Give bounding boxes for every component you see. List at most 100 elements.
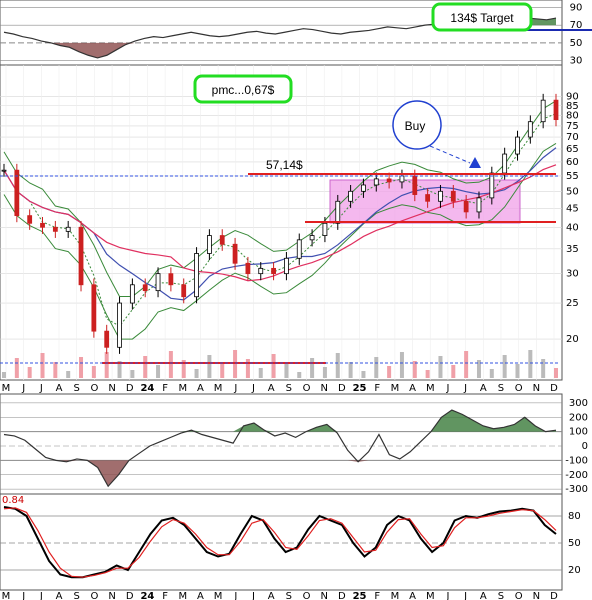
middle-oscillator-y-axis: 300 200 100 0 -100 -200 -300	[565, 398, 588, 495]
middle-oscillator-panel	[0, 393, 563, 495]
stochastic-x-tick: A	[480, 591, 487, 600]
price-x-tick: M	[391, 383, 400, 394]
middle-y-tick: 100	[569, 427, 588, 438]
buy-label: Buy	[405, 119, 426, 133]
volume-bar	[284, 363, 289, 378]
stochastic-x-tick: D	[126, 591, 134, 600]
price-y-tick: 45	[566, 203, 579, 214]
volume-bar	[387, 366, 392, 378]
price-y-tick: 70	[566, 132, 579, 143]
price-y-tick: 75	[566, 121, 579, 132]
volume-bar	[489, 369, 494, 378]
price-y-tick: 90	[566, 92, 579, 103]
price-candle	[181, 284, 187, 298]
volume-bar	[104, 352, 109, 378]
stochastic-series-1	[3, 506, 557, 579]
stochastic-y-tick: 80	[568, 511, 581, 522]
volume-bar	[91, 366, 96, 378]
price-y-tick: 85	[566, 101, 579, 112]
volume-bar	[14, 358, 19, 378]
price-x-tick: J	[21, 383, 25, 394]
price-candle	[386, 178, 392, 183]
stochastic-y-tick: 50	[568, 538, 581, 549]
stochastic-x-tick: M	[2, 591, 11, 600]
top-oscillator-y-axis: 90 70 50 30	[570, 2, 583, 66]
stochastic-series-2	[3, 507, 557, 578]
stochastic-x-tick: J	[233, 591, 237, 600]
stochastic-x-tick: N	[533, 591, 540, 600]
volume-bar	[258, 368, 263, 378]
stochastic-x-tick: S	[286, 591, 292, 600]
price-candle	[438, 190, 443, 202]
stochastic-x-axis: M J J A S O N D 24 F M A M J J A S O N D 25 F M A M J J A S O N D	[2, 591, 558, 600]
price-x-tick: J	[251, 383, 255, 394]
volume-bar	[515, 364, 520, 378]
volume-bar	[66, 371, 71, 378]
price-x-tick: N	[108, 383, 115, 394]
upper-band	[3, 100, 557, 297]
volume-bar	[168, 351, 173, 378]
stochastic-x-tick: J	[39, 591, 43, 600]
volume-bar	[348, 362, 353, 378]
stochastic-x-tick: N	[320, 591, 327, 600]
stochastic-x-tick: A	[56, 591, 63, 600]
volume-bar	[156, 365, 161, 378]
volume-bar	[438, 356, 443, 378]
price-candle	[14, 169, 20, 217]
price-candle	[450, 190, 456, 202]
price-x-tick: A	[197, 383, 204, 394]
price-candle	[540, 99, 546, 123]
price-candle	[412, 175, 418, 195]
volume-bar	[194, 369, 199, 378]
volume-bar	[374, 357, 379, 378]
price-candle	[502, 153, 508, 174]
stochastic-y-axis: 80 50 20	[568, 511, 581, 576]
price-candle	[245, 262, 251, 275]
price-candle	[65, 226, 71, 232]
target-label: 134$ Target	[450, 11, 514, 25]
volume-bar	[541, 359, 546, 378]
volume-bar	[220, 364, 225, 378]
price-y-tick: 50	[566, 186, 579, 197]
stochastic-x-tick: 24	[140, 591, 154, 600]
middle-y-tick: 300	[569, 398, 588, 409]
price-candle	[476, 197, 482, 213]
price-x-tick: A	[409, 383, 416, 394]
volume-bar	[451, 365, 456, 378]
price-x-tick: O	[515, 383, 523, 394]
price-x-tick: F	[162, 383, 168, 394]
price-candle	[322, 222, 328, 236]
volume-bar	[245, 359, 250, 378]
price-x-tick: S	[498, 383, 504, 394]
price-x-tick: D	[338, 383, 346, 394]
volume-bar	[335, 353, 340, 378]
volume-bar	[310, 358, 315, 378]
price-candle	[463, 200, 469, 213]
price-y-tick: 80	[566, 111, 579, 122]
price-x-tick: J	[445, 383, 449, 394]
price-x-tick: M	[214, 383, 223, 394]
price-y-tick: 30	[566, 269, 579, 280]
stochastic-x-tick: F	[374, 591, 380, 600]
price-candle	[399, 175, 405, 183]
price-candle	[258, 267, 264, 275]
middle-y-tick: -100	[565, 455, 588, 466]
volume-bar	[464, 351, 469, 378]
middle-y-tick: 200	[569, 412, 588, 423]
price-x-tick: J	[233, 383, 237, 394]
price-candle	[117, 302, 122, 348]
stochastic-x-tick: A	[197, 591, 204, 600]
price-x-tick: D	[126, 383, 134, 394]
volume-bar	[207, 355, 212, 378]
stochastic-y-tick: 20	[568, 565, 581, 576]
stochastic-x-tick: J	[445, 591, 449, 600]
price-candle	[348, 190, 354, 202]
price-candle	[309, 235, 315, 241]
price-x-tick: A	[480, 383, 487, 394]
buy-circle	[392, 100, 442, 150]
price-candle	[271, 267, 276, 275]
price-x-tick: J	[39, 383, 43, 394]
top-y-tick: 30	[570, 56, 583, 67]
price-candle	[1, 169, 7, 172]
price-x-tick: S	[286, 383, 292, 394]
